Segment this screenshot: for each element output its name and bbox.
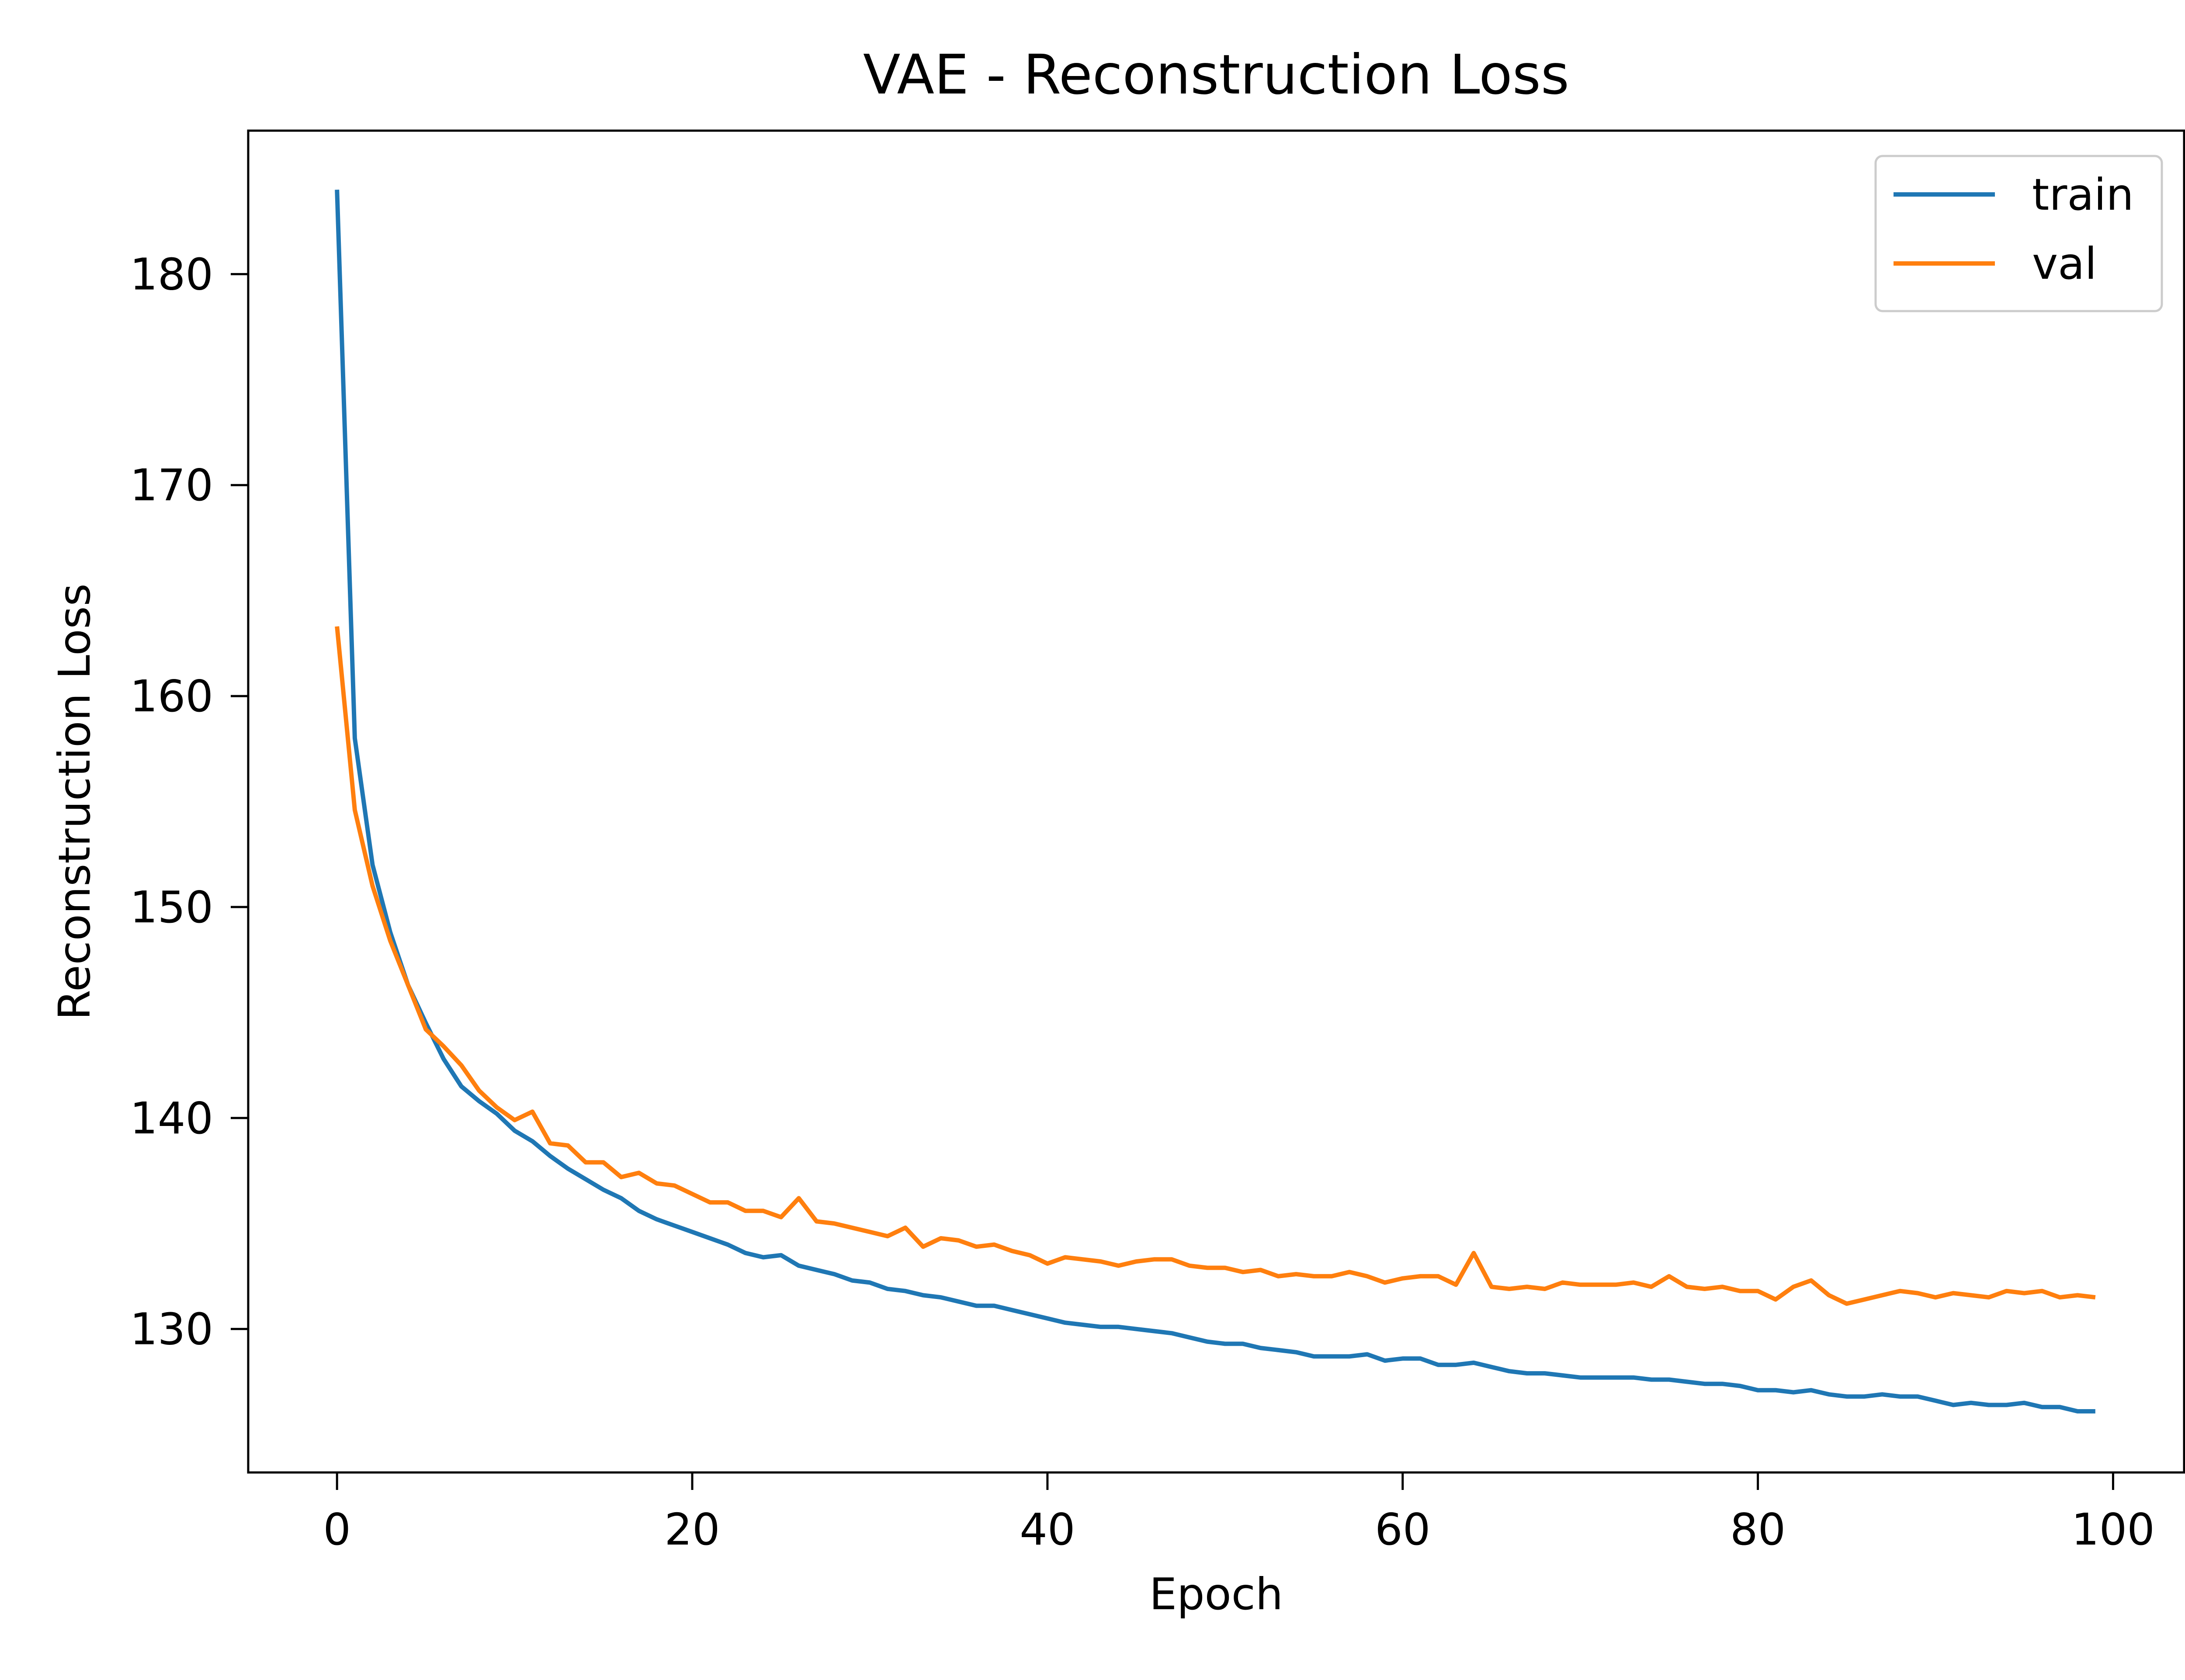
x-tick-label: 60 — [1375, 1504, 1430, 1555]
y-tick-label: 170 — [130, 460, 213, 511]
legend-entry-val: val — [1894, 238, 2097, 289]
y-tick-label: 180 — [130, 249, 213, 300]
series-line-train — [335, 190, 2095, 1413]
plot-frame — [247, 129, 2185, 1474]
y-axis-ticks: 130 140 150 160 170 180 — [130, 249, 248, 1355]
x-tick-label: 0 — [323, 1504, 351, 1555]
plot-area — [248, 131, 2184, 1472]
x-tick-label: 80 — [1730, 1504, 1786, 1555]
series-lines — [335, 190, 2096, 1413]
series-line-val — [335, 626, 2096, 1306]
legend-label-train: train — [2032, 169, 2134, 220]
y-tick-label: 160 — [130, 671, 213, 722]
legend-label-val: val — [2032, 238, 2097, 289]
legend-entry-train: train — [1894, 169, 2134, 220]
x-tick-label: 100 — [2071, 1504, 2155, 1555]
chart-title: VAE - Reconstruction Loss — [863, 43, 1569, 107]
legend: train val — [1874, 155, 2163, 312]
plot-background — [248, 131, 2184, 1472]
x-axis-ticks: 0 20 40 60 80 100 — [323, 1472, 2155, 1555]
x-tick-label: 40 — [1020, 1504, 1075, 1555]
x-tick-label: 20 — [664, 1504, 720, 1555]
y-tick-label: 140 — [130, 1093, 213, 1144]
y-axis-label: Reconstruction Loss — [49, 583, 100, 1020]
y-tick-label: 130 — [130, 1304, 213, 1355]
y-tick-label: 150 — [130, 882, 213, 933]
x-axis-label: Epoch — [1149, 1569, 1283, 1620]
